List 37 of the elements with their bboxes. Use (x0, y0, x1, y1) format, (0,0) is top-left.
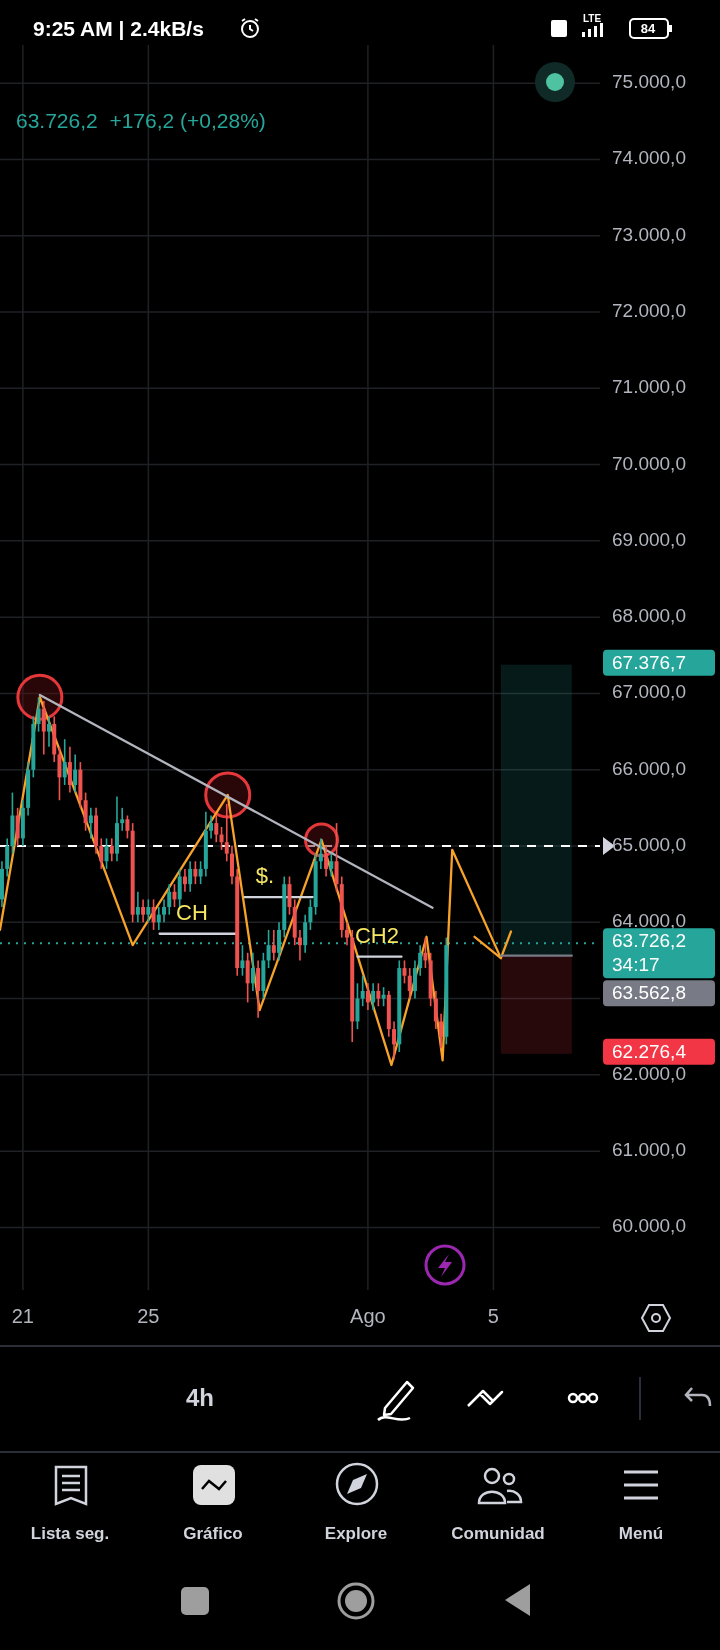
x-tick-label: Ago (350, 1305, 386, 1328)
y-tick-label: 61.000,0 (612, 1139, 686, 1161)
y-tick-label: 72.000,0 (612, 300, 686, 322)
text: 63.562,8 (612, 982, 686, 1004)
annotation: $. (255, 863, 275, 888)
text: 63.726,2 +176,2 (+0,28%) (16, 109, 266, 132)
y-tick-label: 71.000,0 (612, 376, 686, 398)
x-tick-label: 5 (487, 1305, 499, 1328)
text: Explore (324, 1524, 388, 1543)
annotation: CH (176, 900, 208, 925)
y-tick-label: 64.000,0 (612, 910, 686, 932)
text: 84 (640, 21, 656, 36)
y-tick-label: 69.000,0 (612, 528, 686, 550)
text: Comunidad (451, 1524, 545, 1543)
y-tick-label: 60.000,0 (612, 1215, 686, 1237)
text: LTE (582, 13, 602, 24)
y-tick-label: 74.000,0 (612, 147, 686, 169)
text: Gráfico (183, 1524, 243, 1543)
y-tick-label: 75.000,0 (612, 71, 686, 93)
band-label: 62.276,4 (612, 1040, 687, 1062)
y-tick-label: 68.000,0 (612, 605, 686, 627)
y-tick-label: 70.000,0 (612, 452, 686, 474)
ref-line-label: 63.726,2 (612, 930, 686, 952)
x-tick-label: 25 (137, 1305, 160, 1328)
annotation: CH2 (354, 923, 400, 948)
y-tick-label: 65.000,0 (612, 834, 686, 856)
y-tick-label: 67.000,0 (612, 681, 686, 703)
band-label: 67.376,7 (612, 651, 686, 673)
text: 9:25 AM | 2.4kB/s (33, 17, 204, 40)
y-tick-label: 62.000,0 (612, 1062, 686, 1084)
y-tick-label: 73.000,0 (612, 223, 686, 245)
text: 4h (185, 1384, 215, 1411)
text: Lista seg. (30, 1524, 110, 1543)
x-tick-label: 21 (11, 1305, 34, 1328)
text: 34:17 (612, 954, 660, 976)
text: Menú (618, 1524, 664, 1543)
y-tick-label: 66.000,0 (612, 757, 686, 779)
